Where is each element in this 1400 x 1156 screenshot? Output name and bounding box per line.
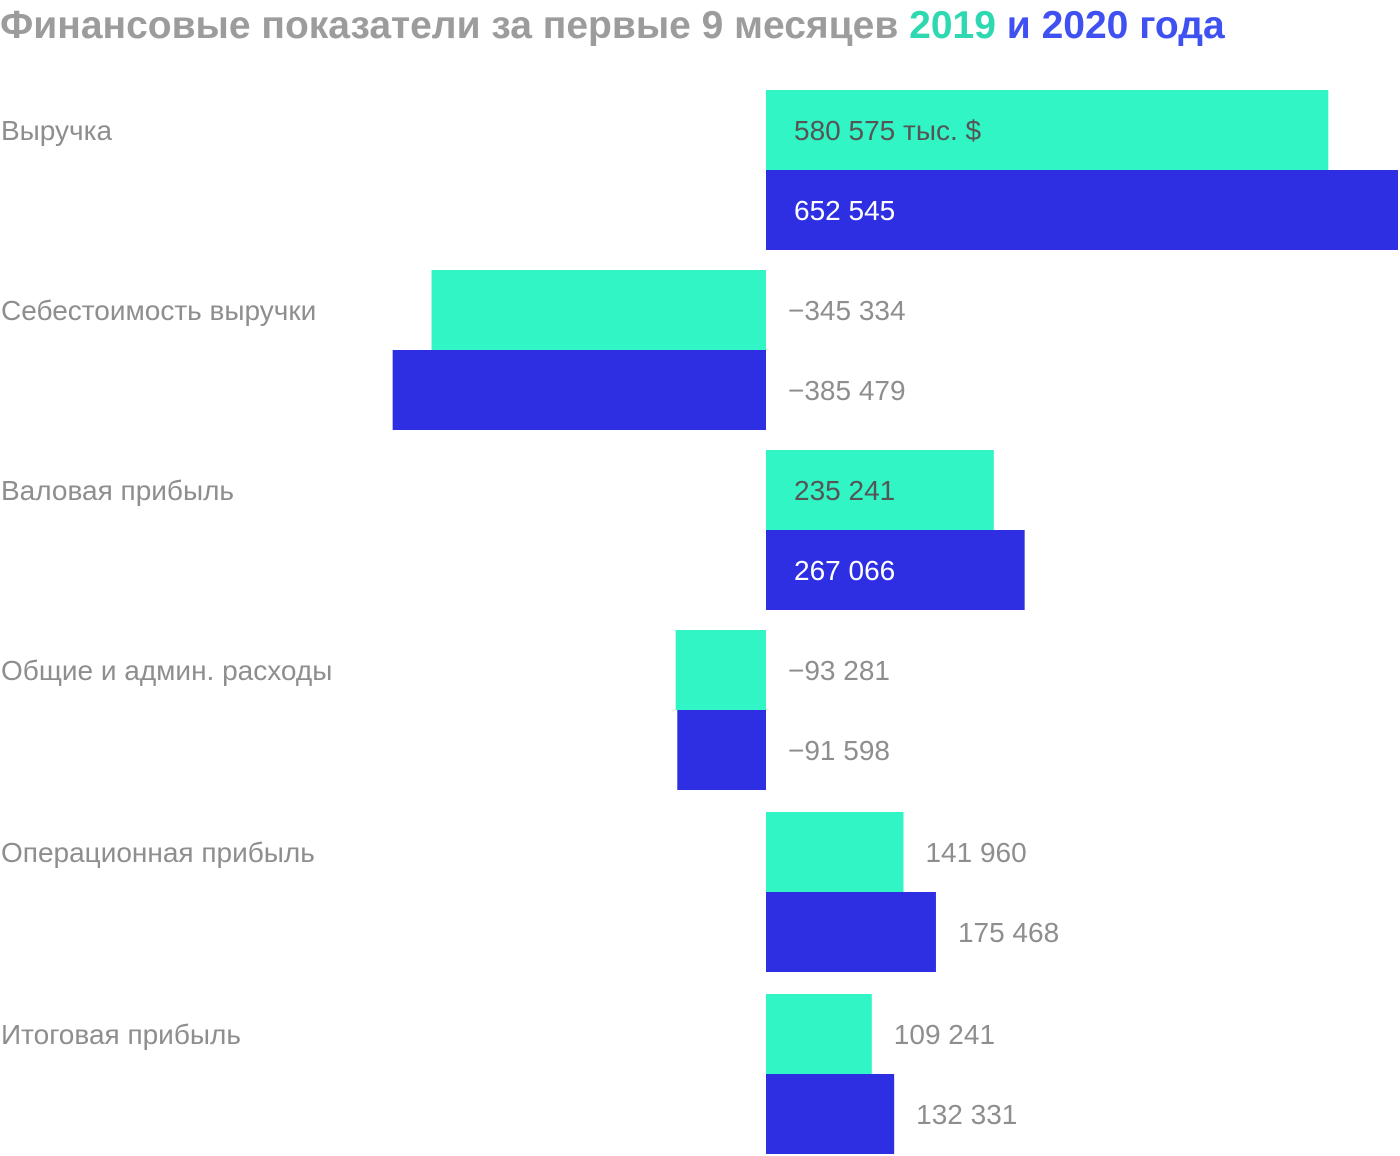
bar-2020-5 xyxy=(766,1074,895,1154)
bar-2019-1 xyxy=(431,270,766,350)
bar-2019-5 xyxy=(766,994,872,1074)
bar-2019-2 xyxy=(766,450,994,530)
title-suffix: года xyxy=(1139,4,1225,47)
value-label-2020-4: 175 468 xyxy=(958,917,1059,948)
title-connector: и xyxy=(1006,4,1031,47)
bar-2020-4 xyxy=(766,892,936,972)
bar-2020-0 xyxy=(766,170,1398,250)
category-label: Общие и админ. расходы xyxy=(1,655,332,686)
bar-2020-2 xyxy=(766,530,1025,610)
value-label-2019-2: 235 241 xyxy=(794,475,895,506)
category-label: Операционная прибыль xyxy=(1,837,315,868)
bar-2019-0 xyxy=(766,90,1329,170)
category-label: Выручка xyxy=(1,115,113,146)
category-label: Итоговая прибыль xyxy=(1,1019,241,1050)
value-label-2019-5: 109 241 xyxy=(894,1019,995,1050)
value-label-2019-1: −345 334 xyxy=(788,295,906,326)
title-prefix: Финансовые показатели за первые 9 месяце… xyxy=(0,4,899,47)
value-label-2019-3: −93 281 xyxy=(788,655,890,686)
bar-2020-1 xyxy=(392,350,766,430)
title-year-2019: 2019 xyxy=(909,4,996,47)
bar-2019-4 xyxy=(766,812,904,892)
value-label-2020-1: −385 479 xyxy=(788,375,906,406)
value-label-2020-5: 132 331 xyxy=(916,1099,1017,1130)
value-label-2020-2: 267 066 xyxy=(794,555,895,586)
value-label-2020-0: 652 545 xyxy=(794,195,895,226)
chart-title: Финансовые показатели за первые 9 месяце… xyxy=(0,4,1400,48)
title-year-2020: 2020 xyxy=(1041,4,1129,47)
value-label-2019-0: 580 575 тыс. $ xyxy=(794,115,982,146)
value-label-2019-4: 141 960 xyxy=(925,837,1026,868)
bar-2019-3 xyxy=(675,630,766,710)
category-label: Себестоимость выручки xyxy=(1,295,316,326)
bar-2020-3 xyxy=(677,710,766,790)
value-label-2020-3: −91 598 xyxy=(788,735,890,766)
category-label: Валовая прибыль xyxy=(1,475,234,506)
